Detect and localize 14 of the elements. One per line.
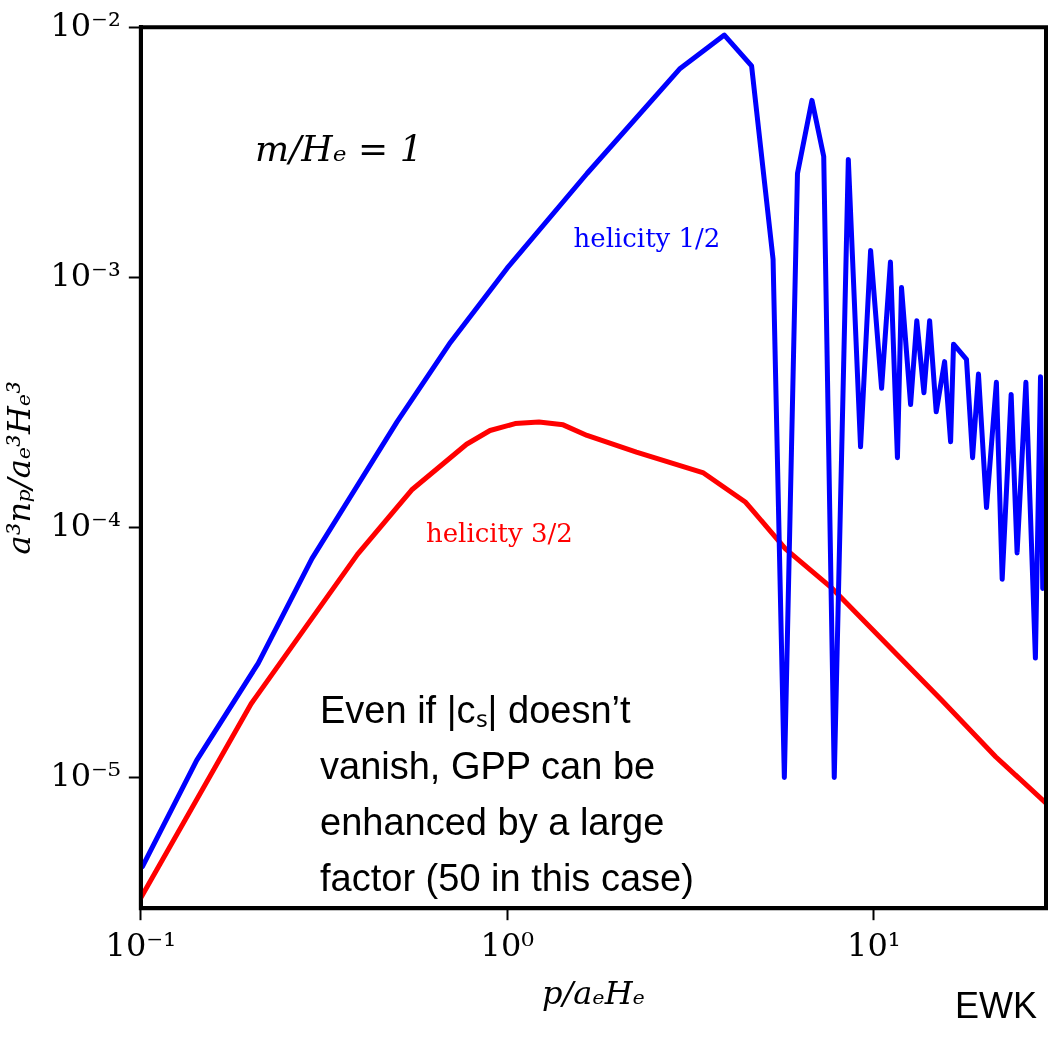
x-tick-label: 10⁰	[480, 925, 535, 964]
series-label: helicity 3/2	[425, 518, 573, 549]
y-tick-label: 10⁻⁵	[50, 755, 121, 794]
y-tick-label: 10⁻⁴	[50, 505, 121, 544]
text: EWK	[955, 985, 1038, 1027]
series-label: helicity 1/2	[573, 222, 721, 253]
y-tick-label: 10⁻³	[50, 255, 121, 294]
y-axis-title: a³nₚ/aₑ³Hₑ³	[0, 380, 38, 555]
y-tick-label: 10⁻²	[50, 5, 121, 44]
x-tick-label: 10¹	[847, 925, 901, 964]
x-axis-title: p/aₑHₑ	[541, 974, 645, 1013]
x-tick-label: 10⁻¹	[105, 925, 177, 964]
annotation: Even if |cₛ| doesn’t vanish, GPP can be enhanced by a large factor (50 in this case)	[320, 688, 695, 901]
annotation: m/Hₑ = 1	[255, 128, 423, 169]
